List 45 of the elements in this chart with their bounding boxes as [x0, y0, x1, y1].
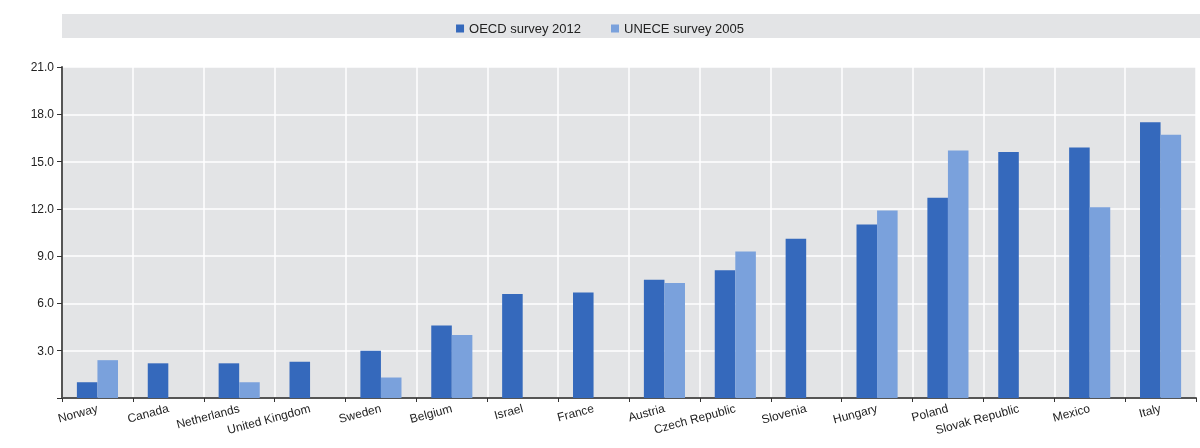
x-tick-label: Belgium	[408, 401, 454, 426]
bar	[735, 251, 756, 398]
x-tick-label: Israel	[492, 401, 525, 423]
bar	[360, 350, 381, 398]
x-tick-label: Mexico	[1051, 401, 1092, 425]
bar	[927, 197, 948, 398]
bar	[218, 363, 240, 398]
y-tick-label: 12.0	[30, 201, 55, 216]
bar	[877, 210, 898, 398]
bar	[785, 238, 807, 398]
y-tick-label: 15.0	[30, 154, 55, 169]
bar	[664, 282, 685, 398]
bar	[380, 377, 402, 398]
bar	[289, 361, 311, 398]
bar	[239, 382, 260, 398]
bar	[1160, 134, 1182, 398]
bar	[1069, 147, 1090, 398]
legend-label: OECD survey 2012	[469, 21, 582, 36]
bar	[998, 152, 1019, 398]
bar	[573, 292, 594, 398]
y-tick-label: 9.0	[37, 249, 55, 264]
bar	[431, 325, 452, 398]
y-tick-label: 21.0	[30, 60, 55, 74]
x-tick-label: Canada	[125, 401, 171, 426]
y-tick-label: 18.0	[30, 107, 55, 122]
x-tick-label: Hungary	[831, 401, 879, 427]
bar	[714, 270, 736, 398]
bar	[76, 382, 98, 398]
legend-label: UNECE survey 2005	[624, 21, 744, 36]
bar	[451, 334, 473, 398]
x-tick-label: Italy	[1137, 401, 1163, 421]
x-tick-label: France	[555, 401, 596, 425]
x-tick-label: Norway	[56, 401, 100, 426]
bar	[1089, 207, 1111, 398]
bar	[856, 224, 878, 398]
y-tick-label: 3.0	[37, 343, 55, 358]
y-tick-label: 6.0	[37, 296, 55, 311]
x-tick-label: Slovenia	[759, 401, 809, 427]
bar	[643, 279, 665, 398]
bar	[502, 293, 523, 398]
bar	[97, 360, 118, 398]
bar	[1140, 122, 1161, 398]
x-tick-label: Sweden	[337, 401, 383, 426]
bar	[147, 363, 169, 398]
bar	[947, 150, 969, 398]
